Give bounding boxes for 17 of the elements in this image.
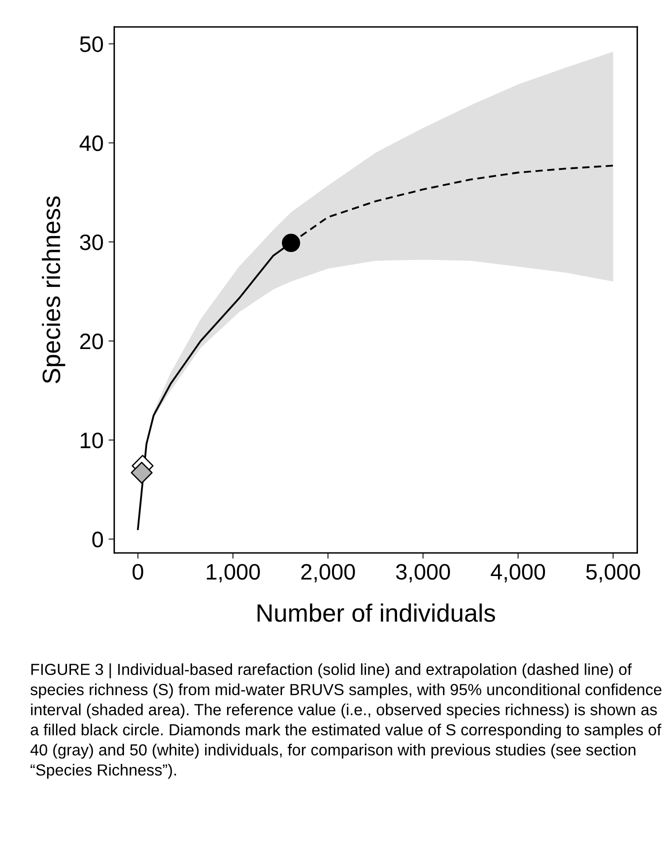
- point: [282, 234, 300, 252]
- x-tick-label: 0: [132, 564, 144, 580]
- x-axis-title: Number of individuals: [258, 604, 496, 622]
- x-tick-label: 3,000: [396, 564, 450, 582]
- x-tick-label: 5,000: [586, 564, 640, 582]
- y-tick-label: 50: [80, 36, 103, 52]
- y-axis-title: Species richness: [42, 196, 66, 384]
- point: [130, 462, 153, 484]
- caption: FIGURE 3 | Individual-based rarefaction (solid line) and extrapolation (dashed line) of species richness (S) from mid-water BRUVS samples, with 95% unconditional confidence interval (shaded area). The reference value (i.e., observed species richness) is shown as a filled black circle. Diamonds mark the estimated value of S corresponding to samples of 40 (gray) and 50 (white) individuals, for comparison with previous studies (see section “Species Richness”).: [30, 663, 662, 779]
- y-tick-label: 30: [80, 234, 103, 250]
- x-tick-label: 1,000: [206, 564, 260, 582]
- x-tick-label: 2,000: [301, 564, 355, 582]
- y-tick-label: 0: [92, 532, 103, 548]
- y-tick-label: 20: [80, 334, 103, 350]
- y-tick-label: 10: [80, 432, 103, 448]
- x-tick-label: 4,000: [490, 564, 546, 582]
- y-tick-label: 40: [80, 135, 103, 152]
